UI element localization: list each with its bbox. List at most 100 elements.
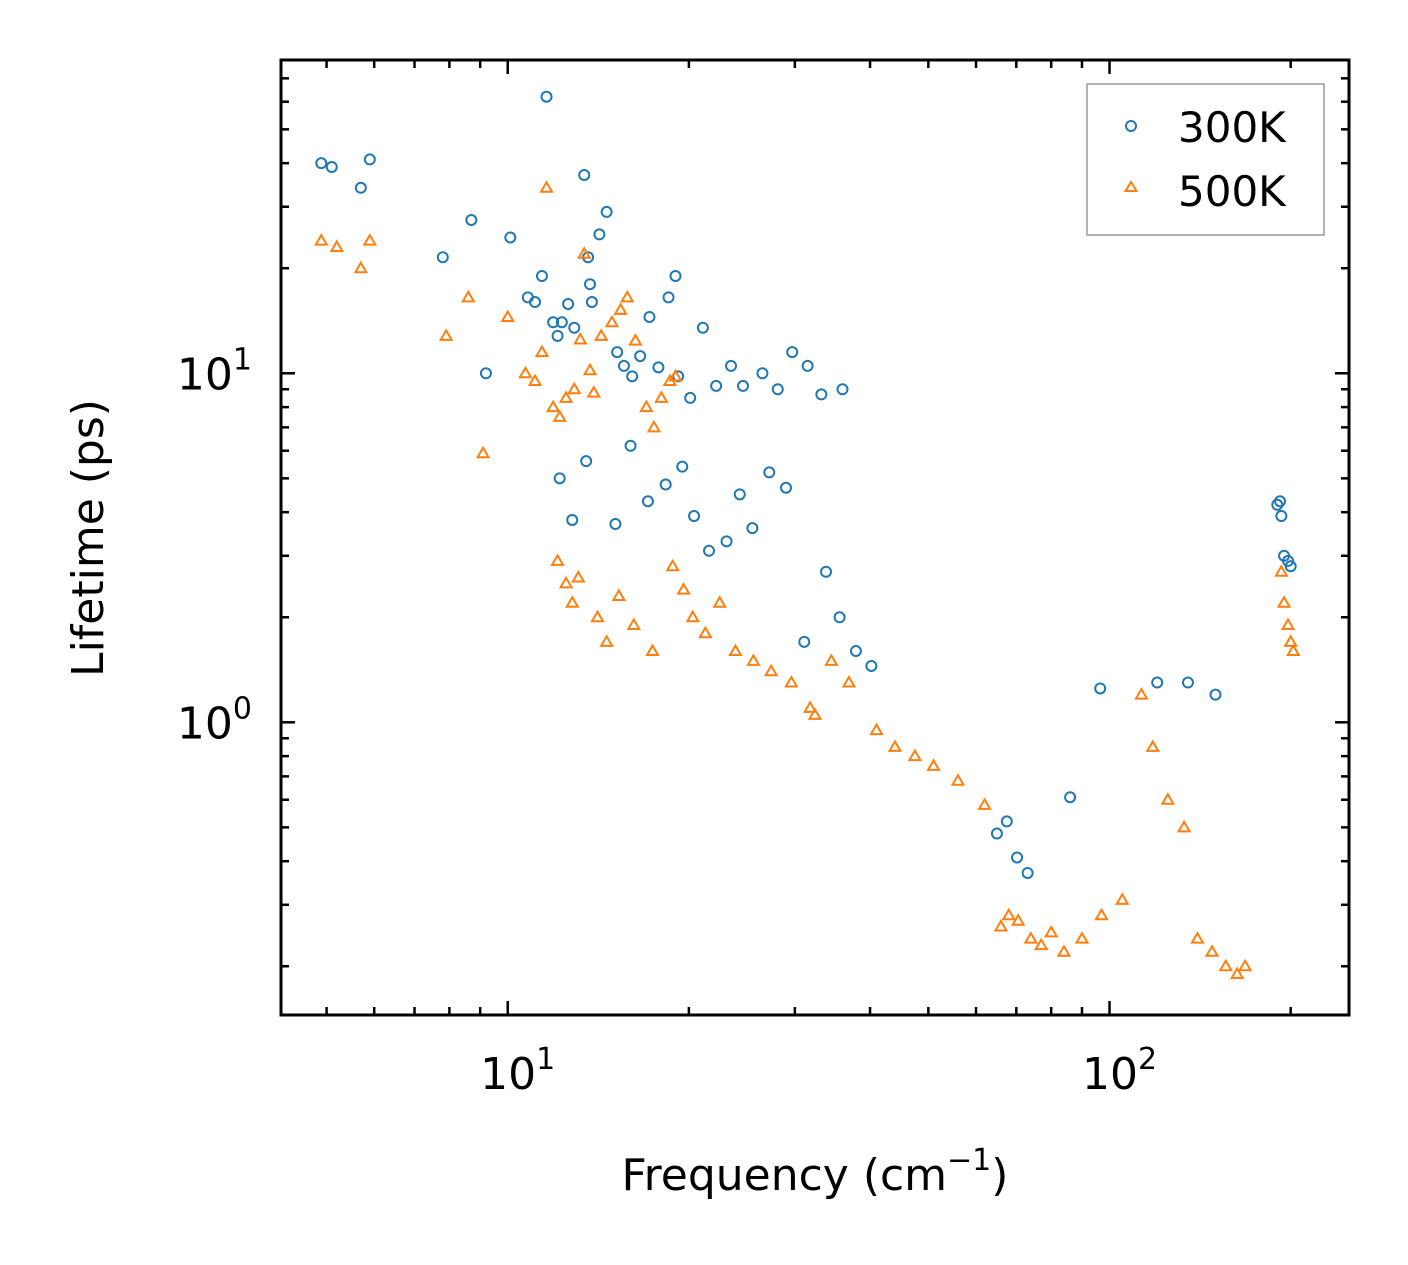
- point-500k: [698, 625, 713, 639]
- point-300k: [1209, 688, 1222, 701]
- point-500k: [1276, 595, 1292, 608]
- point-500k: [558, 575, 574, 589]
- point-300k: [540, 90, 553, 103]
- point-500k: [950, 773, 966, 786]
- point-500k: [926, 758, 941, 771]
- point-500k: [567, 381, 582, 395]
- point-300k: [849, 645, 862, 658]
- point-500k: [461, 289, 476, 303]
- point-300k: [990, 827, 1003, 840]
- point-500k: [314, 233, 329, 246]
- point-500k: [645, 643, 660, 657]
- point-500k: [763, 663, 779, 677]
- point-300k: [551, 329, 564, 342]
- point-300k: [1151, 676, 1164, 689]
- point-500k: [1023, 931, 1039, 944]
- point-300k: [815, 388, 828, 401]
- point-300k: [720, 535, 733, 548]
- point-500k: [1237, 958, 1253, 972]
- point-300k: [1284, 560, 1297, 573]
- y-axis-label: Lifetime (ps): [63, 399, 114, 677]
- point-300k: [634, 350, 647, 363]
- point-500k: [586, 385, 602, 398]
- point-300k: [736, 379, 749, 392]
- point-500k: [646, 419, 662, 433]
- point-500k: [665, 558, 680, 572]
- point-300k: [1000, 815, 1013, 828]
- point-300k: [585, 296, 598, 309]
- point-500k: [1283, 634, 1298, 647]
- point-300k: [584, 278, 597, 291]
- point-300k: [529, 296, 542, 309]
- point-500k: [841, 675, 857, 688]
- point-500k: [1134, 687, 1149, 700]
- point-300k: [820, 565, 833, 578]
- point-500k: [573, 331, 588, 345]
- point-500k: [1043, 924, 1059, 938]
- point-300k: [801, 359, 814, 372]
- legend-box: [1086, 83, 1325, 236]
- point-500k: [582, 362, 598, 376]
- point-300k: [465, 213, 478, 226]
- point-300k: [547, 316, 560, 329]
- point-300k: [568, 321, 581, 334]
- point-300k: [535, 269, 548, 282]
- point-500k: [1176, 819, 1192, 833]
- point-300k: [504, 231, 517, 244]
- point-500k: [712, 595, 727, 608]
- point-300k: [798, 635, 811, 648]
- point-500k: [604, 314, 620, 328]
- point-500k: [1056, 944, 1072, 957]
- point-300k: [669, 269, 682, 282]
- point-500k: [611, 588, 627, 602]
- point-500k: [500, 309, 515, 322]
- point-500k: [746, 653, 761, 666]
- point-500k: [353, 260, 369, 274]
- point-300k: [676, 460, 689, 473]
- point-500k: [534, 344, 550, 358]
- point-500k: [558, 390, 574, 403]
- point-500k: [1218, 958, 1233, 972]
- point-300k: [696, 321, 709, 334]
- point-500k: [362, 233, 378, 246]
- point-300k: [562, 297, 575, 310]
- point-300k: [684, 391, 697, 404]
- point-500k: [1033, 937, 1049, 951]
- legend-label-500k: 500K: [1178, 167, 1287, 216]
- point-300k: [1011, 851, 1024, 864]
- point-500k: [1229, 966, 1245, 980]
- point-500k: [565, 595, 580, 608]
- y-tick-label-1: 100: [177, 691, 252, 749]
- point-300k: [763, 466, 776, 479]
- point-300k: [779, 481, 792, 494]
- x-axis-label: Frequency (cm−1): [622, 1143, 1009, 1201]
- point-500k: [571, 569, 586, 583]
- point-500k: [1074, 931, 1090, 944]
- point-300k: [617, 359, 630, 372]
- point-500k: [545, 399, 561, 413]
- point-300k: [688, 510, 701, 523]
- point-500k: [824, 653, 839, 666]
- point-300k: [1094, 682, 1107, 695]
- point-300k: [624, 439, 637, 452]
- point-500k: [1145, 739, 1161, 752]
- point-500k: [977, 797, 992, 810]
- point-300k: [771, 383, 784, 396]
- point-300k: [600, 205, 613, 218]
- x-tick-label-10: 101: [480, 1042, 555, 1100]
- point-300k: [865, 659, 878, 672]
- point-500k: [784, 675, 799, 688]
- legend-label-300k: 300K: [1178, 103, 1287, 152]
- point-300k: [725, 359, 738, 372]
- point-300k: [580, 455, 593, 468]
- point-300k: [363, 153, 376, 166]
- point-500k: [807, 707, 823, 720]
- point-300k: [626, 370, 639, 383]
- point-300k: [479, 367, 492, 380]
- point-500k: [1160, 792, 1176, 805]
- point-500k: [907, 748, 923, 762]
- point-300k: [593, 228, 606, 241]
- point-500k: [668, 368, 683, 382]
- point-300k: [578, 168, 591, 181]
